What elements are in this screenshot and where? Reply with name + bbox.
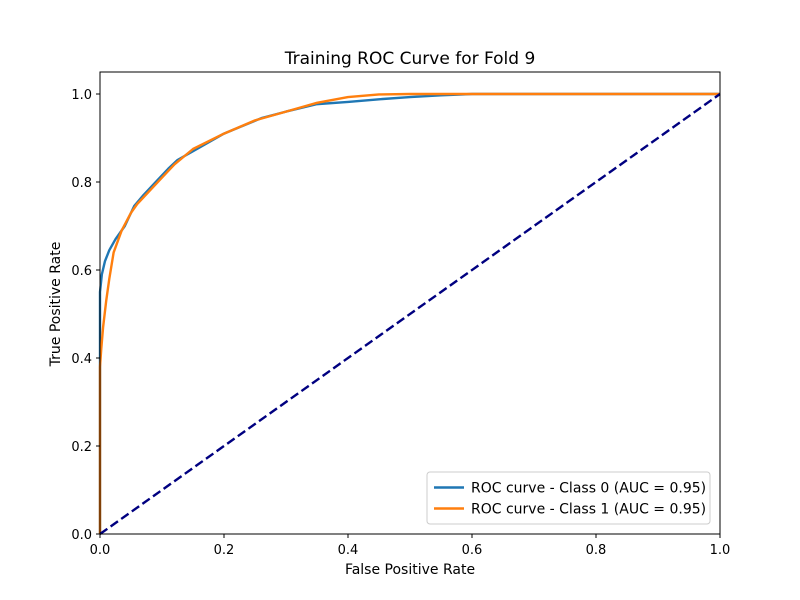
x-axis-label: False Positive Rate (345, 562, 475, 578)
chart-title: Training ROC Curve for Fold 9 (284, 49, 536, 69)
legend-label-1: ROC curve - Class 1 (AUC = 0.95) (471, 502, 706, 518)
x-tick-label: 0.0 (90, 543, 111, 558)
legend-box (426, 471, 711, 525)
y-tick-label: 1.0 (71, 88, 92, 103)
y-tick-label: 0.8 (71, 176, 92, 191)
x-tick-label: 0.2 (214, 543, 235, 558)
x-tick-label: 1.0 (710, 543, 731, 558)
y-axis-label: True Positive Rate (48, 242, 64, 368)
series-line-1 (98, 92, 720, 534)
x-tick-label: 0.8 (586, 543, 607, 558)
plot-area: 0.0 0.2 0.4 0.6 0.8 1.0 0.0 0.2 0.4 0.6 0.8 1.0 ROC … (71, 71, 731, 558)
y-tick-label: 0.6 (71, 264, 92, 279)
y-tick-label: 0.0 (71, 528, 92, 543)
chance-diagonal-line (99, 93, 721, 535)
x-tick-label: 0.6 (462, 543, 483, 558)
x-tick-label: 0.4 (338, 543, 359, 558)
y-tick-label: 0.2 (71, 440, 92, 455)
y-tick-label: 0.4 (71, 352, 92, 367)
legend-label-0: ROC curve - Class 0 (AUC = 0.95) (471, 481, 706, 497)
axes-frame (99, 71, 721, 535)
